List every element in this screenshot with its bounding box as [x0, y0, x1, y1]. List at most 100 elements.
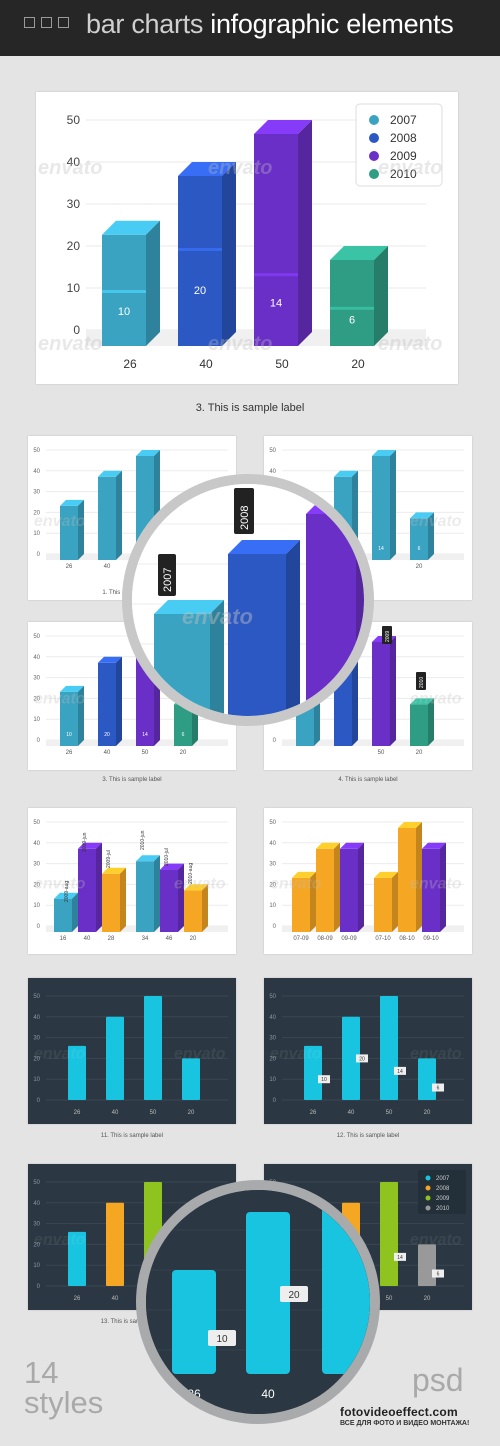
bar-side: [358, 842, 364, 932]
bar-top: [98, 656, 122, 663]
bar-top: [422, 842, 446, 849]
y-tick-label: 40: [33, 1015, 40, 1021]
lens-bar-40: [246, 1212, 290, 1374]
x-tick-label: 26: [74, 1296, 81, 1302]
y-tick-label: 30: [67, 197, 81, 211]
page-title: bar charts infographic elements: [86, 9, 454, 39]
y-tick-label: 50: [269, 820, 276, 826]
bar-side: [440, 842, 446, 932]
x-tick-label: 34: [142, 936, 149, 942]
tooltip-label: 2008: [239, 506, 251, 530]
y-tick-label: 0: [273, 1098, 277, 1104]
envato-watermark: envato: [208, 333, 272, 355]
bar-inner-label: 20: [104, 732, 110, 738]
tooltip-2007: [158, 554, 176, 596]
bar-divider: [178, 248, 222, 251]
magnifier-lens-bottom: 10 20 26 40: [136, 1180, 380, 1424]
bar-inner-label: 6: [182, 732, 185, 738]
x-tick-label: 16: [60, 936, 67, 942]
bar-inner-label: 6: [418, 546, 421, 552]
bar-2: [178, 176, 222, 346]
bar-top: [78, 842, 102, 849]
bar-tag: [394, 1252, 406, 1261]
bar-side: [154, 855, 160, 932]
y-tick-label: 10: [33, 531, 40, 537]
bar-inner-label: 10: [66, 732, 72, 738]
bar-top: [410, 698, 434, 705]
bar-3-top: [254, 120, 312, 134]
doc-icon: [58, 17, 69, 28]
legend-label: 2007: [436, 1176, 450, 1182]
y-tick-label: 0: [37, 1098, 41, 1104]
lens-top-svg: 2007 2008 envato: [132, 484, 364, 716]
y-tick-label: 10: [33, 1077, 40, 1083]
lens-bar-2008-side: [286, 540, 300, 716]
bar-inner-label: 20: [194, 285, 206, 297]
bar-side: [390, 636, 396, 746]
bar-side: [428, 512, 434, 560]
x-tick-label: 50: [150, 1110, 157, 1116]
envato-watermark: envato: [34, 1231, 86, 1248]
legend-label: 2008: [390, 131, 417, 145]
month-label: 2009-aug: [64, 881, 70, 902]
magnifier-lens-top: 2007 2008 envato: [122, 474, 374, 726]
small-chart-6-svg: 0 10 20 30 40 50 07-09 08-09 09-09 07-10 08-10 09-1…: [269, 820, 464, 942]
envato-watermark: envato: [270, 1045, 322, 1062]
legend-label: 2010: [390, 167, 417, 181]
small-chart-5: 0 10 20 30 40 50 16 40 28 34 46 20 envato envato 2009-…: [28, 808, 236, 954]
envato-watermark: envato: [182, 604, 253, 629]
bar: [68, 1045, 86, 1100]
envato-watermark: envato: [38, 157, 102, 179]
y-tick-label: 10: [67, 281, 81, 295]
legend-label: 2010: [436, 1206, 450, 1212]
bar: [136, 861, 154, 932]
main-chart-label: 3. This is sample label: [195, 402, 305, 414]
legend-swatch: [425, 1195, 431, 1201]
lens-bar-26: [172, 1270, 216, 1374]
y-tick-label: 50: [33, 634, 40, 640]
bar-2-top: [178, 162, 236, 176]
x-tick-label: 40: [199, 357, 213, 371]
y-tick-label: 20: [33, 1056, 40, 1062]
bar-top: [316, 842, 340, 849]
bar: [106, 1016, 124, 1100]
y-tick-label: 50: [269, 994, 276, 1000]
bar: [422, 848, 440, 932]
legend-box: [418, 1170, 466, 1214]
legend-swatch: [369, 151, 379, 161]
bar-top: [136, 855, 160, 862]
bar-top: [60, 685, 84, 692]
x-tick-label: 40: [104, 750, 111, 756]
y-tick-label: 50: [33, 994, 40, 1000]
envato-watermark: envato: [174, 1045, 226, 1062]
bar-1-side: [146, 220, 160, 346]
x-tick-label: 40: [112, 1296, 119, 1302]
frame-icon: [24, 17, 35, 28]
main-chart-card: 0 10 20 30 40 50 10 26 20 40 14 50 6 20 2007 2008 2009 20…: [36, 92, 458, 384]
bar-inner-label: 14: [270, 298, 282, 310]
y-tick-label: 0: [37, 552, 41, 558]
lens-bar-2008-top: [228, 540, 300, 554]
legend-swatch: [425, 1175, 431, 1181]
x-tick-label: 09-10: [423, 936, 439, 942]
bar-top: [334, 470, 358, 477]
bar-side: [428, 698, 434, 746]
bar-tag: [432, 1269, 444, 1278]
envato-watermark: envato: [34, 513, 86, 530]
bar-tag-label: 14: [397, 1255, 403, 1261]
y-tick-label: 10: [33, 1263, 40, 1269]
x-tick-label: 50: [142, 750, 149, 756]
bar-top: [60, 499, 84, 506]
y-tick-label: 40: [269, 469, 276, 475]
bar: [398, 828, 416, 932]
bar: [372, 642, 390, 746]
x-tick-label: 20: [424, 1110, 431, 1116]
bar-top: [184, 884, 208, 891]
y-tick-label: 20: [33, 882, 40, 888]
bar-tag-label: 6: [437, 1086, 440, 1092]
bar-inner-label: 14: [378, 546, 384, 552]
envato-watermark: envato: [34, 1045, 86, 1062]
bar-tag-label: 20: [288, 1290, 300, 1301]
lens-bar-2007-top: [154, 600, 224, 614]
